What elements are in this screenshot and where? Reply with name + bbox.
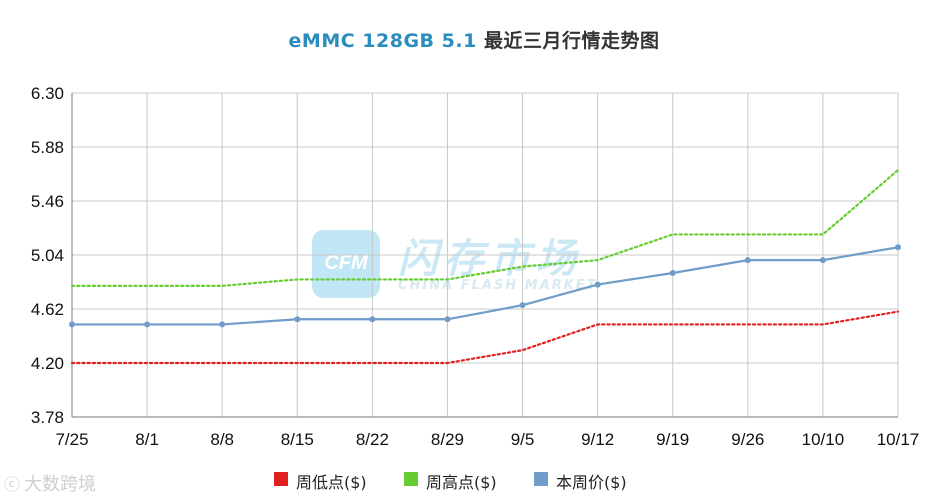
data-point-avg [669, 270, 676, 276]
data-point-avg [594, 281, 601, 288]
x-tick-label: 9/5 [511, 430, 535, 449]
x-tick-label: 9/19 [656, 430, 689, 449]
x-tick-label: 7/25 [55, 430, 88, 449]
y-tick-label: 3.78 [31, 408, 64, 427]
y-tick-label: 4.62 [31, 300, 64, 319]
x-tick-label: 9/26 [731, 430, 764, 449]
cfm-logo-text: CFM [324, 252, 368, 274]
data-point-avg [744, 257, 751, 264]
data-point-avg [219, 321, 226, 328]
y-tick-label: 6.30 [31, 84, 64, 103]
x-tick-label: 9/12 [581, 430, 614, 449]
corner-watermark: ⓒ 大数跨境 [4, 470, 97, 495]
y-tick-label: 5.88 [31, 138, 64, 157]
legend-label-avg: 本周价($) [556, 473, 627, 492]
chart-legend: 周低点($) 周高点($) 本周价($) [0, 468, 948, 492]
y-tick-label: 5.46 [31, 192, 64, 211]
x-tick-label: 8/1 [135, 430, 159, 449]
data-point-avg [369, 316, 376, 323]
x-tick-label: 8/15 [281, 430, 314, 449]
legend-label-low: 周低点($) [296, 473, 367, 492]
x-tick-label: 10/10 [802, 430, 845, 449]
corner-watermark-text: 大数跨境 [24, 474, 97, 495]
chart-title-sub: 最近三月行情走势图 [483, 30, 660, 52]
legend-swatch-high [404, 472, 418, 486]
y-tick-label: 4.20 [31, 354, 64, 373]
x-tick-label: 8/8 [210, 430, 234, 449]
series-line-low [70, 310, 900, 365]
legend-swatch-low [274, 472, 288, 486]
x-tick-label: 8/22 [356, 430, 389, 449]
brand-icon: ⓒ [4, 475, 21, 494]
cfm-logo-icon: CFM [312, 230, 380, 298]
series-line-high [70, 169, 900, 287]
watermark-cn-text: 闪存市场 [398, 236, 582, 282]
x-tick-label: 8/29 [431, 430, 464, 449]
y-tick-label: 5.04 [31, 246, 64, 265]
data-point-avg [895, 244, 901, 251]
data-point-avg [444, 316, 451, 323]
data-point-avg [819, 257, 826, 264]
data-point-avg [519, 302, 526, 309]
cfm-watermark: CFM 闪存市场 CHINA FLASH MARKET [312, 226, 632, 304]
x-tick-label: 10/17 [877, 430, 920, 449]
legend-label-high: 周高点($) [426, 473, 497, 492]
chart-title-main: eMMC 128GB 5.1 [288, 30, 477, 52]
series-line-avg [72, 246, 899, 326]
data-point-avg [144, 321, 151, 328]
legend-swatch-avg [534, 472, 548, 486]
chart-title: eMMC 128GB 5.1 最近三月行情走势图 [0, 26, 948, 53]
data-point-avg [69, 321, 75, 328]
data-point-avg [294, 316, 301, 323]
